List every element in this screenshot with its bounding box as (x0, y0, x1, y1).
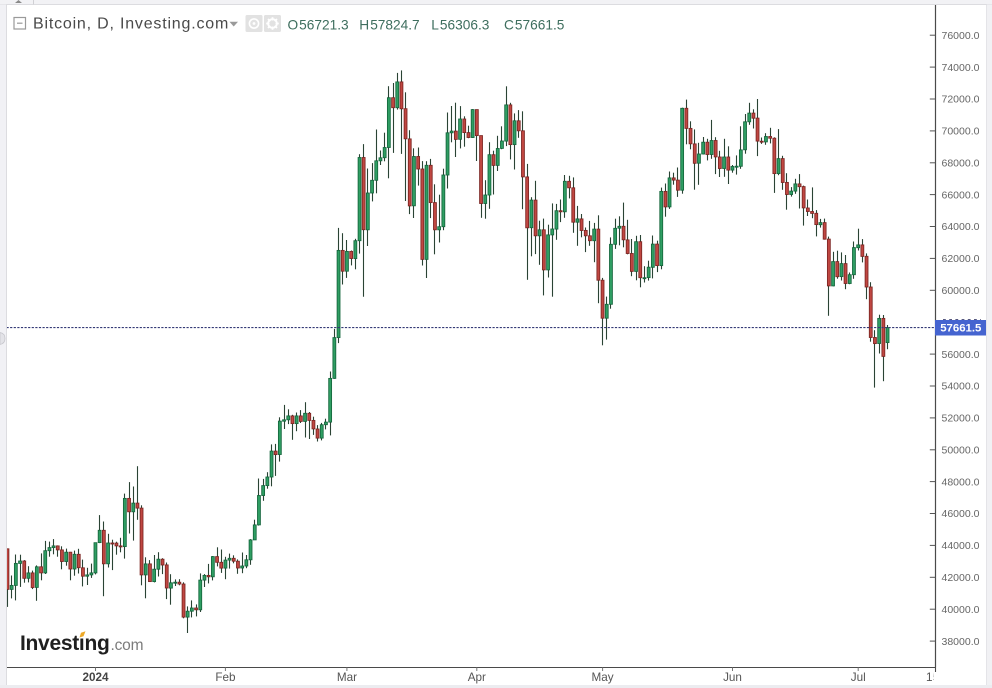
svg-text:.com: .com (111, 637, 144, 654)
svg-text:60000.0: 60000.0 (942, 285, 980, 297)
svg-text:Jun: Jun (723, 671, 742, 684)
svg-text:70000.0: 70000.0 (942, 126, 980, 138)
svg-text:Apr: Apr (468, 671, 486, 684)
svg-text:C57661.5: C57661.5 (504, 18, 565, 33)
svg-text:40000.0: 40000.0 (942, 604, 980, 616)
svg-text:66000.0: 66000.0 (942, 189, 980, 201)
svg-text:50000.0: 50000.0 (942, 445, 980, 457)
svg-text:64000.0: 64000.0 (942, 221, 980, 233)
svg-text:68000.0: 68000.0 (942, 158, 980, 170)
svg-text:38000.0: 38000.0 (942, 636, 980, 648)
svg-text:15: 15 (926, 671, 940, 684)
svg-text:Mar: Mar (337, 671, 357, 684)
svg-text:Feb: Feb (215, 671, 236, 684)
svg-text:May: May (592, 671, 614, 684)
svg-text:L56306.3: L56306.3 (431, 18, 489, 33)
svg-text:74000.0: 74000.0 (942, 62, 980, 74)
svg-text:Bitcoin, D, Investing.com: Bitcoin, D, Investing.com (33, 16, 229, 33)
svg-text:H57824.7: H57824.7 (359, 18, 419, 33)
svg-text:O56721.3: O56721.3 (288, 18, 350, 33)
svg-text:46000.0: 46000.0 (942, 508, 980, 520)
svg-text:56000.0: 56000.0 (942, 349, 980, 361)
svg-text:54000.0: 54000.0 (942, 381, 980, 393)
svg-text:62000.0: 62000.0 (942, 253, 980, 265)
svg-text:48000.0: 48000.0 (942, 476, 980, 488)
svg-text:2024: 2024 (82, 671, 109, 684)
svg-text:Jul: Jul (851, 671, 866, 684)
svg-text:76000.0: 76000.0 (942, 30, 980, 42)
svg-text:52000.0: 52000.0 (942, 413, 980, 425)
svg-text:44000.0: 44000.0 (942, 540, 980, 552)
svg-text:42000.0: 42000.0 (942, 572, 980, 584)
svg-text:Investıng: Investıng (20, 632, 110, 655)
svg-text:72000.0: 72000.0 (942, 94, 980, 106)
svg-text:57661.5: 57661.5 (940, 323, 982, 335)
